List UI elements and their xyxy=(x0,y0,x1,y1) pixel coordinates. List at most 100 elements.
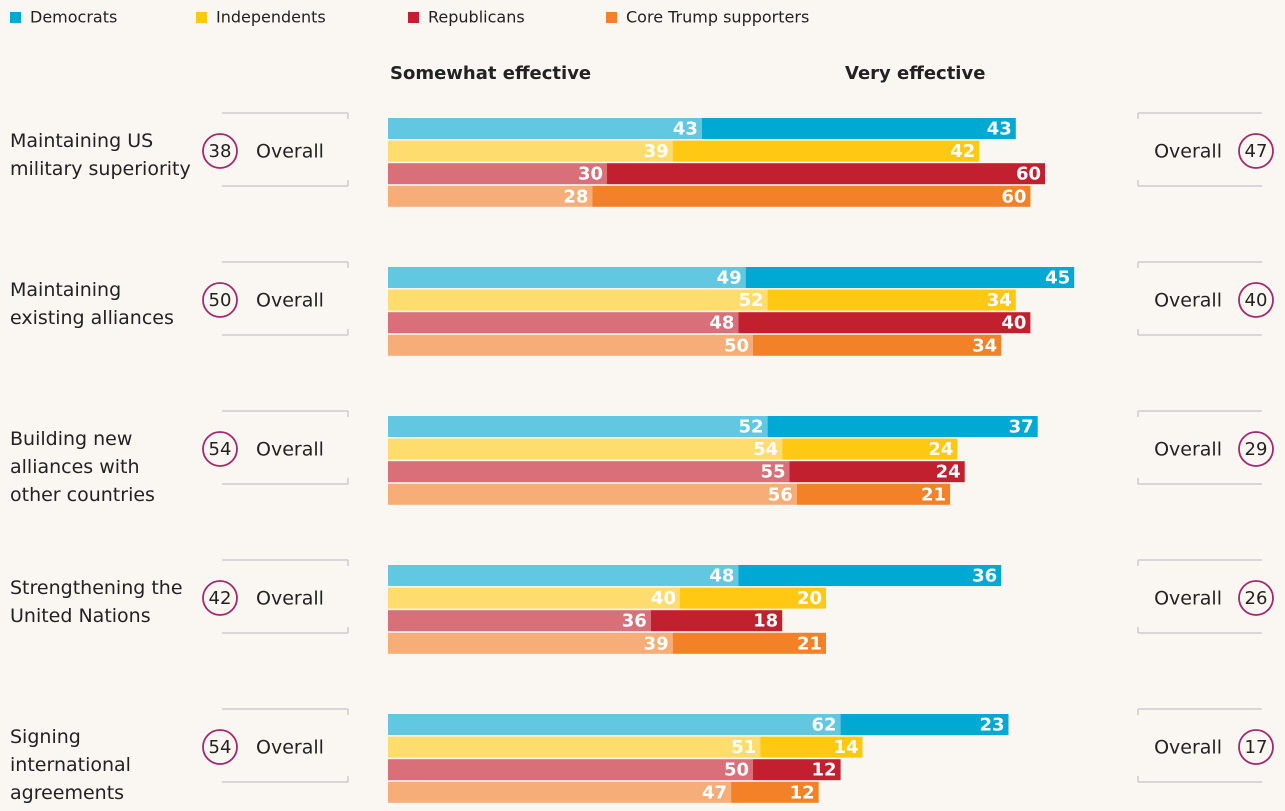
value-label: 39 xyxy=(644,141,669,162)
bar-somewhat xyxy=(388,781,732,803)
overall-label: Overall xyxy=(256,290,324,312)
value-label: 28 xyxy=(563,186,588,207)
overall-value: 42 xyxy=(209,588,232,609)
bar-somewhat xyxy=(388,736,761,758)
overall-value: 38 xyxy=(209,141,232,162)
value-label: 24 xyxy=(936,462,961,483)
legend-label: Democrats xyxy=(30,8,117,27)
bar-somewhat xyxy=(388,565,739,586)
overall-circle xyxy=(1238,133,1274,169)
overall-label: Overall xyxy=(1154,439,1222,461)
value-label: 18 xyxy=(753,611,778,632)
category-label: Maintaining US military superiority xyxy=(10,130,191,180)
bar-somewhat xyxy=(388,610,651,632)
bar-very xyxy=(672,140,980,162)
value-label: 42 xyxy=(950,141,975,162)
value-label: 62 xyxy=(812,715,837,736)
bar-very xyxy=(782,438,958,460)
category-label: Signing international agreements xyxy=(10,726,131,804)
bar-somewhat xyxy=(388,587,680,609)
value-label: 52 xyxy=(739,290,764,311)
bar-somewhat xyxy=(388,289,768,311)
value-label: 52 xyxy=(739,417,764,438)
value-label: 12 xyxy=(790,782,815,803)
overall-circle xyxy=(202,282,238,318)
bar-very xyxy=(796,483,951,505)
value-label: 55 xyxy=(760,462,785,483)
overall-circle xyxy=(1238,431,1274,467)
bar-somewhat xyxy=(388,483,797,505)
value-label: 56 xyxy=(768,484,793,505)
bar-very xyxy=(745,267,1075,288)
value-label: 60 xyxy=(1016,164,1041,185)
value-label: 36 xyxy=(972,566,997,587)
legend-label: Core Trump supporters xyxy=(626,8,809,27)
overall-circle xyxy=(202,133,238,169)
bar-very xyxy=(738,565,1002,586)
value-label: 14 xyxy=(833,737,858,758)
overall-circle xyxy=(202,580,238,616)
value-label: 50 xyxy=(724,760,749,781)
bar-very xyxy=(650,610,783,632)
overall-value: 50 xyxy=(209,290,232,311)
value-label: 54 xyxy=(753,439,778,460)
overall-value: 54 xyxy=(209,439,232,460)
value-label: 30 xyxy=(578,164,603,185)
value-label: 60 xyxy=(1001,186,1026,207)
overall-label: Overall xyxy=(256,588,324,610)
value-label: 24 xyxy=(928,439,953,460)
value-label: 37 xyxy=(1009,417,1034,438)
value-label: 12 xyxy=(812,760,837,781)
overall-value: 26 xyxy=(1245,588,1268,609)
value-label: 23 xyxy=(979,715,1004,736)
category-label: Building new alliances with other countr… xyxy=(10,428,155,506)
bar-somewhat xyxy=(388,632,673,654)
overall-circle xyxy=(1238,282,1274,318)
bar-somewhat xyxy=(388,461,790,483)
bar-very xyxy=(840,714,1009,735)
value-label: 21 xyxy=(921,484,946,505)
bar-very xyxy=(731,781,819,803)
value-label: 43 xyxy=(673,119,698,140)
overall-circle xyxy=(202,729,238,765)
value-label: 49 xyxy=(717,268,742,289)
legend-swatch xyxy=(408,12,419,23)
bar-somewhat xyxy=(388,759,753,781)
legend-label: Independents xyxy=(216,8,326,27)
overall-circle xyxy=(1238,729,1274,765)
overall-circle xyxy=(202,431,238,467)
value-label: 34 xyxy=(987,290,1012,311)
value-label: 34 xyxy=(972,335,997,356)
bar-very xyxy=(767,289,1016,311)
bar-somewhat xyxy=(388,438,783,460)
bar-very xyxy=(738,312,1031,334)
bar-somewhat xyxy=(388,140,673,162)
bar-very xyxy=(753,759,841,781)
category-label: Maintaining existing alliances xyxy=(10,279,174,329)
bar-very xyxy=(607,163,1045,185)
bar-somewhat xyxy=(388,714,841,735)
overall-label: Overall xyxy=(256,439,324,461)
overall-value: 47 xyxy=(1245,141,1268,162)
bar-very xyxy=(789,461,965,483)
legend-swatch xyxy=(606,12,617,23)
bar-very xyxy=(767,416,1038,437)
bar-somewhat xyxy=(388,312,739,334)
category-label: Strengthening the United Nations xyxy=(10,577,183,627)
overall-circle xyxy=(1238,580,1274,616)
segment-header: Very effective xyxy=(845,63,985,84)
bar-somewhat xyxy=(388,267,746,288)
bar-very xyxy=(760,736,863,758)
value-label: 20 xyxy=(797,588,822,609)
overall-value: 54 xyxy=(209,737,232,758)
bar-very xyxy=(592,185,1031,207)
legend-swatch xyxy=(10,12,21,23)
bar-somewhat xyxy=(388,185,593,207)
segment-header: Somewhat effective xyxy=(390,63,591,84)
value-label: 51 xyxy=(731,737,756,758)
value-label: 40 xyxy=(1001,313,1026,334)
overall-label: Overall xyxy=(256,737,324,759)
bar-somewhat xyxy=(388,163,607,185)
